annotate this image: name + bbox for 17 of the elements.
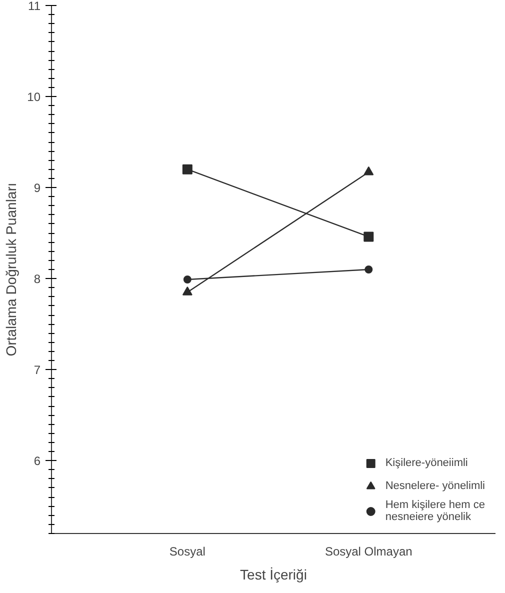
y-tick-label: 10 (27, 90, 41, 104)
legend-label: Nesnelere- yönelimli (385, 480, 485, 492)
x-axis-title: Test İçeriği (240, 566, 307, 582)
point (183, 276, 192, 284)
legend-label: Hem kişilere hem ce nesneiere yönelik (385, 499, 485, 523)
point (182, 164, 192, 174)
x-tick-label: Sosyal Olmayan (324, 544, 412, 558)
x-tick-label: Sosyal (169, 544, 206, 558)
y-tick-label: 8 (34, 272, 41, 286)
y-tick-label: 6 (34, 454, 41, 468)
legend-label: Kişilere-yöneiimli (385, 457, 468, 469)
y-tick-label: 9 (34, 181, 41, 196)
y-tick-label: 7 (34, 363, 41, 378)
y-tick-label: 11 (28, 0, 41, 13)
y-axis-title: Ortalama Doğruluk Puanları (3, 182, 20, 356)
point (364, 266, 373, 274)
point (364, 232, 374, 242)
